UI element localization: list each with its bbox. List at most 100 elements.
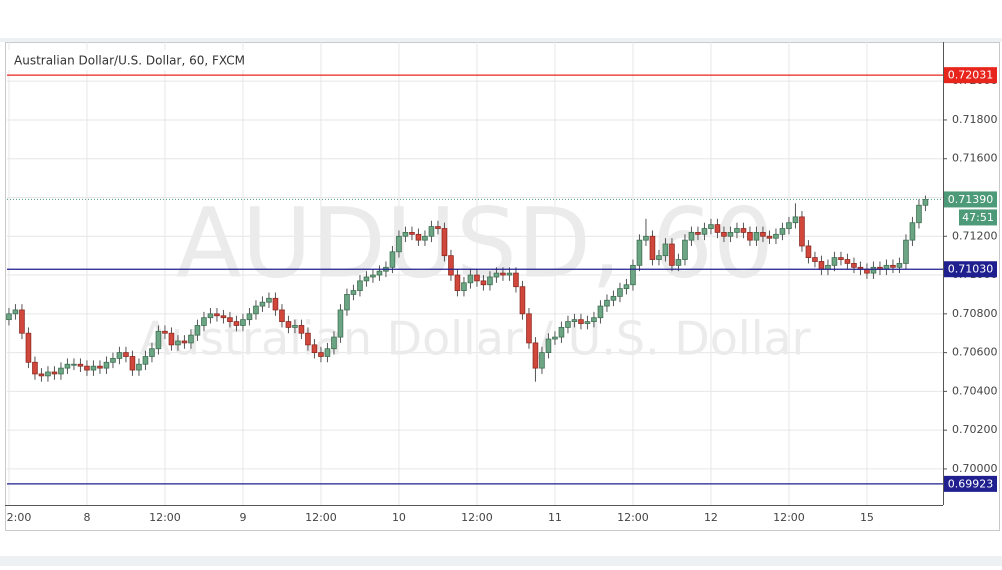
candle-body [155,330,162,350]
candle-body [519,286,526,315]
candle-body [344,294,350,311]
candle-body [714,224,721,233]
top-bar [0,0,1002,38]
candle-body [175,340,181,346]
candle-body [870,266,877,274]
candle-body [571,319,578,322]
candle-body [285,321,292,328]
current-price-bg [944,191,997,208]
candle-body [649,235,656,260]
candle-body [123,352,129,357]
countdown: 47:51 [962,211,994,224]
candle-body [279,309,285,322]
candle-body [207,313,214,319]
candle-body [623,284,630,290]
x-tick-label: 12:00 [773,511,805,524]
candle-body [747,231,753,241]
candle-body [168,332,175,346]
level-bg [944,475,997,492]
candle-body [415,233,422,241]
candle-body [474,274,480,282]
candle-body [643,235,649,241]
candle-body [337,309,344,338]
candle-body [851,263,857,268]
level-bg [944,261,997,278]
candle-body [909,222,916,241]
level-bg [944,67,997,84]
candle-body [831,257,838,266]
candle-body [591,317,597,322]
candle-body [25,332,32,363]
candle-body [350,290,357,295]
y-tick-label: 0.70400 [952,384,998,397]
candle-body [708,224,714,229]
x-tick-label: 11 [548,511,562,524]
x-tick-label: 2:00 [7,511,32,524]
x-tick-label: 12:00 [617,511,649,524]
candle-body [188,334,194,344]
candle-body [805,245,812,259]
candle-body [903,239,909,264]
candle-body [6,313,12,321]
candle-body [896,263,903,268]
candle-body [149,348,155,357]
candle-body [636,239,643,266]
candle-body [844,259,851,264]
candle-body [766,235,773,239]
candle-body [12,309,19,315]
y-tick-label: 0.70200 [952,423,998,436]
x-tick-label: 12:00 [305,511,337,524]
candle-body [721,231,727,237]
candle-body [922,199,929,206]
candle-body [233,321,240,326]
candle-body [357,280,363,291]
candle-body [363,276,370,282]
y-tick-label: 0.71800 [952,113,998,126]
x-tick-label: 12:00 [461,511,493,524]
candle-body [916,204,922,224]
candle-body [727,231,734,237]
title-bg [8,50,246,70]
candle-body [376,270,383,276]
candle-body [324,348,331,357]
candle-body [539,352,545,369]
y-tick-label: 0.70000 [952,462,998,475]
candle-body [58,367,64,375]
candle-body [396,235,402,253]
overlay: 0.70000 0.70200 0.70400 0.70600 0.70800 0.710… [7,67,998,524]
candle-body [32,361,38,375]
candle-body [506,272,513,276]
candle-body [253,305,259,315]
x-tick-label: 12:00 [149,511,181,524]
candle-body [701,228,708,235]
candle-body [812,257,818,262]
candle-body [682,239,688,260]
level-label: 0.72031 [948,69,994,82]
candle-body [552,336,558,340]
watermark-subtitle: Australian Dollar / U.S. Dollar [139,312,810,366]
candle-body [779,228,786,235]
top-gap [0,38,1002,42]
candle-body [220,315,227,319]
candle-body [370,274,376,278]
candle-body [227,317,233,322]
y-tick-label: 0.70800 [952,307,998,320]
candle-body [84,365,90,371]
countdown-bg [959,209,997,226]
candle-body [734,228,740,233]
bottom-bar [0,556,1002,566]
candle-body [305,332,311,346]
candle-body [97,365,103,369]
candle-body [331,336,337,350]
candle-body [136,363,142,371]
candle-body [77,363,84,367]
candle-body [292,325,298,328]
candle-body [454,274,461,291]
candle-body [422,235,428,241]
candle-body [246,313,253,321]
candle-body [389,251,396,268]
candle-body [45,371,51,377]
candle-body [214,313,220,317]
candle-body [110,358,116,363]
